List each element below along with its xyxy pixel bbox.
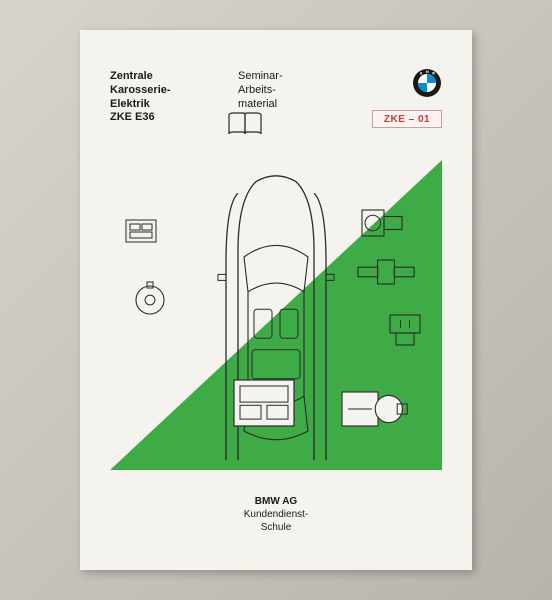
title-line: ZKE E36 — [110, 111, 220, 125]
main-title: Zentrale Karosserie- Elektrik ZKE E36 — [110, 70, 220, 125]
title-line: Karosserie- — [110, 84, 220, 98]
subtitle-line: Arbeits- — [238, 84, 318, 98]
document-code-label: ZKE – 01 — [372, 110, 442, 128]
svg-text:M: M — [426, 70, 429, 74]
footer-company: BMW AG — [80, 495, 472, 508]
car-electrics-diagram — [110, 160, 442, 470]
booklet-cover: Zentrale Karosserie- Elektrik ZKE E36 Se… — [80, 30, 472, 570]
svg-text:W: W — [432, 72, 435, 76]
footer-line: Schule — [80, 521, 472, 534]
subtitle-line: Seminar- — [238, 70, 318, 84]
footer-line: Kundendienst- — [80, 508, 472, 521]
subtitle-line: material — [238, 98, 318, 112]
title-line: Zentrale — [110, 70, 220, 84]
footer: BMW AG Kundendienst- Schule — [80, 495, 472, 534]
subtitle: Seminar- Arbeits- material — [238, 70, 318, 111]
open-book-icon — [228, 112, 262, 136]
title-line: Elektrik — [110, 98, 220, 112]
bmw-logo-icon: B M W — [412, 68, 442, 98]
